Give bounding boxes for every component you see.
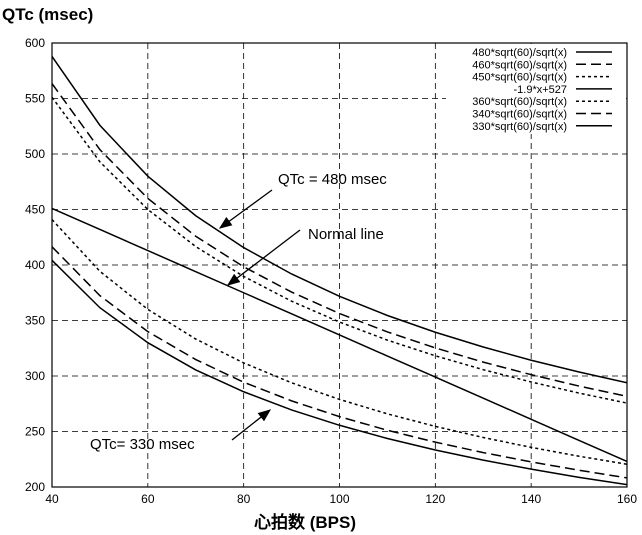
- x-tick-label: 40: [45, 492, 59, 506]
- legend-label: 360*sqrt(60)/sqrt(x): [472, 96, 567, 108]
- legend-label: -1.9*x+527: [513, 84, 567, 96]
- x-tick-label: 60: [141, 492, 155, 506]
- legend-label: 330*sqrt(60)/sqrt(x): [472, 121, 567, 133]
- annotation-arrow: [226, 229, 301, 286]
- y-tick-label: 300: [25, 369, 45, 383]
- series-line: [51, 96, 628, 404]
- x-tick-label: 100: [329, 492, 349, 506]
- y-tick-label: 200: [25, 480, 45, 494]
- annotation-label: Normal line: [308, 226, 384, 243]
- plot-frame: [51, 42, 628, 488]
- series-line: [51, 219, 628, 465]
- legend-label: 460*sqrt(60)/sqrt(x): [472, 59, 567, 71]
- x-tick-label: 140: [521, 492, 541, 506]
- x-tick-label: 120: [425, 492, 445, 506]
- x-axis-label: 心拍数 (BPS): [254, 512, 356, 532]
- legend-label: 450*sqrt(60)/sqrt(x): [472, 72, 567, 84]
- annotation-label: QTc= 330 msec: [90, 436, 195, 453]
- x-tick-label: 160: [617, 492, 637, 506]
- series-line: [51, 56, 628, 384]
- annotation-label: QTc = 480 msec: [278, 171, 387, 188]
- y-tick-label: 250: [25, 425, 45, 439]
- annotation-arrow: [218, 189, 273, 229]
- legend-label: 340*sqrt(60)/sqrt(x): [472, 109, 567, 121]
- legend-label: 480*sqrt(60)/sqrt(x): [472, 47, 567, 59]
- y-tick-label: 600: [25, 36, 45, 50]
- chart-title: QTc (msec): [2, 5, 93, 24]
- series-line: [51, 259, 628, 486]
- annotation-arrow: [231, 409, 272, 441]
- y-tick-label: 500: [25, 147, 45, 161]
- y-tick-label: 450: [25, 203, 45, 217]
- y-tick-label: 550: [25, 92, 45, 106]
- y-tick-label: 400: [25, 258, 45, 272]
- x-tick-label: 80: [237, 492, 251, 506]
- series-line: [51, 207, 628, 463]
- y-tick-label: 350: [25, 314, 45, 328]
- series-line: [51, 83, 628, 398]
- series-line: [51, 246, 628, 479]
